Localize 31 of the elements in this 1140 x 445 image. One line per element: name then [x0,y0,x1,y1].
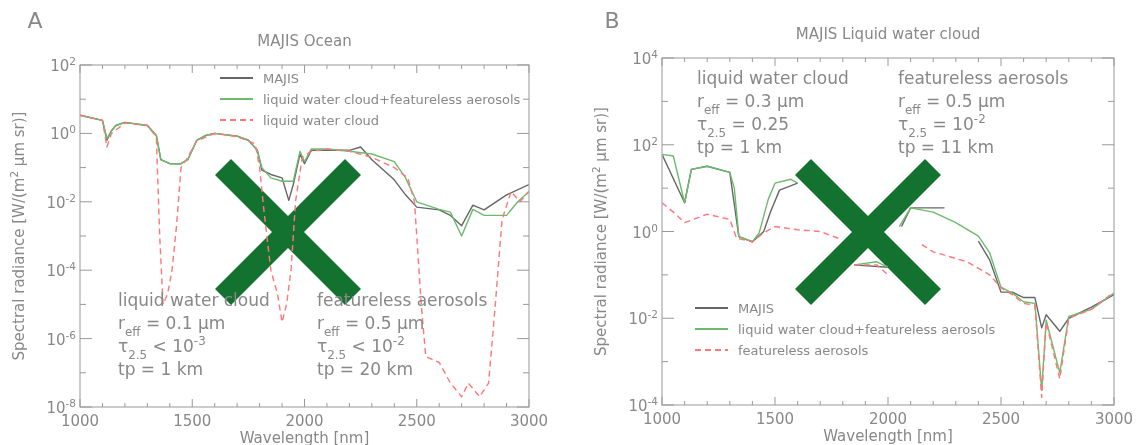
y-tick-label: 10$^{4}$ [632,48,659,68]
text: featureless aerosols r$_{eff}$ = 0.5 μm τ$_{2.5}$ = 10$^{-2}$ tp = 11 km [898,68,1069,157]
legend-label: liquid water cloud+featureless aerosols [738,322,996,337]
y-tick-label: 10$^{-6}$ [46,328,77,349]
text: B [604,8,620,33]
x-tick-label: 2500 [397,412,436,430]
legend-label: MAJIS [738,301,775,316]
x-axis-title: Wavelength [nm] [823,427,953,445]
x-tick-label: 3000 [509,412,549,430]
legend-label: liquid water cloud [263,113,380,128]
y-tick-label: 10$^{-2}$ [628,308,658,329]
y-tick-label: 10$^{-2}$ [46,191,76,212]
x-tick-label: 1500 [173,412,212,430]
y-tick-label: 10$^{2}$ [50,55,76,75]
x-tick-label: 2500 [981,410,1021,428]
x-tick-label: 2000 [285,412,324,430]
legend-label: liquid water cloud+featureless aerosols [263,92,521,107]
y-tick-label: 10$^{0}$ [632,221,658,242]
x-tick-label: 1500 [755,410,795,428]
chart-title: MAJIS Liquid water cloud [795,25,981,43]
annotation: liquid water cloud r$_{eff}$ = 0.3 μm τ$_{2.5}$ = 0.25 tp = 1 km [697,68,849,157]
y-tick-label: 10$^{0}$ [50,123,76,144]
y-tick-label: 10$^{2}$ [632,134,658,155]
line-series [80,114,529,398]
x-tick-label: 3000 [1094,410,1134,428]
legend-label: featureless aerosols [738,343,869,358]
text: A [27,8,43,33]
x-tick-label: 2000 [868,410,908,428]
legend-label: MAJIS [263,71,300,86]
y-tick-label: 10$^{-4}$ [46,260,77,281]
chart-title: MAJIS Ocean [257,32,352,50]
